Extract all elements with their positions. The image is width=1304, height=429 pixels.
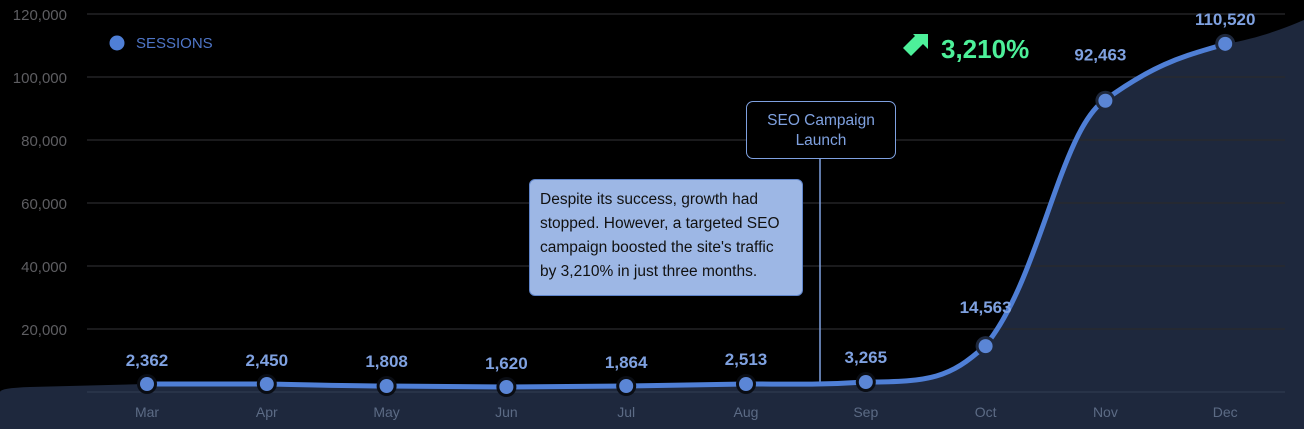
data-label: 1,864 bbox=[605, 353, 648, 372]
x-tick-label: Nov bbox=[1093, 404, 1118, 420]
x-tick-label: Dec bbox=[1213, 404, 1238, 420]
data-label: 2,450 bbox=[246, 351, 289, 370]
data-point[interactable] bbox=[858, 375, 873, 389]
legend-marker-icon bbox=[109, 35, 125, 51]
y-tick-label: 100,000 bbox=[13, 70, 67, 87]
callout-line-2: Launch bbox=[795, 132, 847, 149]
data-point[interactable] bbox=[379, 379, 394, 393]
data-point[interactable] bbox=[739, 377, 753, 391]
data-label: 3,265 bbox=[845, 348, 888, 367]
y-tick-label: 60,000 bbox=[21, 196, 67, 213]
seo-campaign-callout: SEO Campaign Launch bbox=[746, 101, 896, 159]
data-label: 1,620 bbox=[485, 354, 528, 373]
data-label: 1,808 bbox=[365, 352, 408, 371]
data-label: 2,362 bbox=[126, 351, 169, 370]
data-point[interactable] bbox=[1218, 36, 1233, 51]
x-tick-label: Oct bbox=[975, 404, 997, 420]
annotation-note: Despite its success, growth had stopped.… bbox=[529, 179, 803, 296]
x-tick-label: May bbox=[373, 404, 399, 420]
y-tick-label: 120,000 bbox=[13, 7, 67, 24]
x-tick-label: Jul bbox=[617, 404, 635, 420]
data-point[interactable] bbox=[259, 377, 274, 391]
growth-value: 3,210% bbox=[941, 34, 1029, 64]
x-tick-label: Apr bbox=[256, 404, 278, 420]
data-points bbox=[137, 33, 1236, 397]
data-point[interactable] bbox=[499, 380, 514, 394]
growth-badge: 3,210% bbox=[903, 34, 1029, 64]
data-label: 92,463 bbox=[1074, 46, 1126, 65]
legend-label: SESSIONS bbox=[136, 35, 213, 52]
legend[interactable]: SESSIONS bbox=[109, 35, 213, 52]
data-labels: 2,362 2,450 1,808 1,620 1,864 2,513 3,265 14,56… bbox=[126, 10, 1256, 373]
x-axis-ticks: Mar Apr May Jun Jul Aug Sep Oct Nov Dec bbox=[135, 404, 1238, 420]
callout-line-1: SEO Campaign bbox=[767, 112, 875, 129]
data-point[interactable] bbox=[140, 377, 154, 391]
data-label: 2,513 bbox=[725, 350, 768, 369]
y-tick-label: 20,000 bbox=[21, 322, 67, 339]
x-tick-label: Sep bbox=[853, 404, 878, 420]
y-tick-label: 40,000 bbox=[21, 259, 67, 276]
x-tick-label: Jun bbox=[495, 404, 518, 420]
x-tick-label: Aug bbox=[734, 404, 759, 420]
y-axis-ticks: 120,000 100,000 80,000 60,000 40,000 20,000 bbox=[13, 7, 67, 339]
data-label: 14,563 bbox=[960, 298, 1012, 317]
data-point[interactable] bbox=[978, 339, 993, 354]
x-tick-label: Mar bbox=[135, 404, 159, 420]
data-point[interactable] bbox=[619, 379, 634, 393]
data-point[interactable] bbox=[1098, 93, 1113, 108]
data-label: 110,520 bbox=[1195, 10, 1256, 29]
arrow-up-right-icon bbox=[903, 34, 928, 56]
y-tick-label: 80,000 bbox=[21, 133, 67, 150]
